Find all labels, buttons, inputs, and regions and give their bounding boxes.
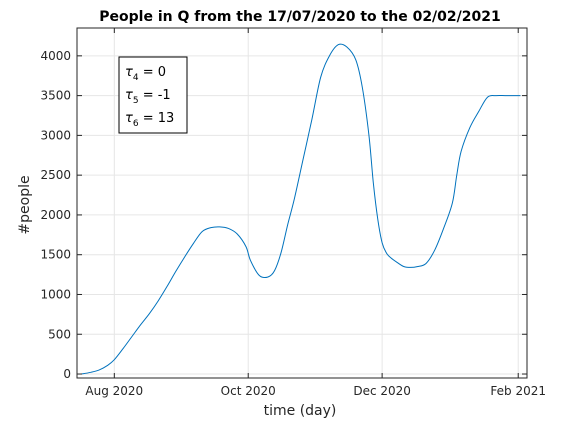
x-axis: Aug 2020 Oct 2020 Dec 2020 Feb 2021 [85, 28, 546, 398]
y-tick-label: 2500 [40, 168, 71, 182]
annotation-line: τ4 = 0 [125, 65, 166, 83]
grid [77, 28, 527, 378]
y-tick-label: 1500 [40, 248, 71, 262]
annotation-lines: τ4 = 0 τ5 = -1 τ6 = 13 [125, 65, 174, 129]
x-tick-label: Feb 2021 [490, 384, 546, 398]
y-axis: 0 500 1000 1500 2000 2500 3000 3500 4000 [40, 49, 527, 381]
x-tick-label: Oct 2020 [221, 384, 276, 398]
y-tick-label: 3000 [40, 128, 71, 142]
x-axis-label: time (day) [264, 403, 337, 419]
y-tick-label: 2000 [40, 208, 71, 222]
y-tick-label: 3500 [40, 89, 71, 103]
y-tick-label: 0 [63, 367, 71, 381]
x-tick-label: Aug 2020 [85, 384, 143, 398]
annotation-line: τ6 = 13 [125, 111, 174, 129]
y-tick-label: 1000 [40, 287, 71, 301]
annotation-frame [118, 56, 188, 134]
y-tick-label: 4000 [40, 49, 71, 63]
y-axis-label: #people [17, 175, 33, 234]
y-tick-label: 500 [48, 327, 71, 341]
plot-frame [76, 27, 528, 379]
annotation-box: τ4 = 0 τ5 = -1 τ6 = 13 [118, 56, 188, 134]
series-layer [81, 43, 521, 375]
series-line [81, 43, 521, 375]
x-tick-label: Dec 2020 [353, 384, 411, 398]
chart-title: People in Q from the 17/07/2020 to the 0… [99, 9, 500, 25]
annotation-line: τ5 = -1 [125, 88, 171, 106]
